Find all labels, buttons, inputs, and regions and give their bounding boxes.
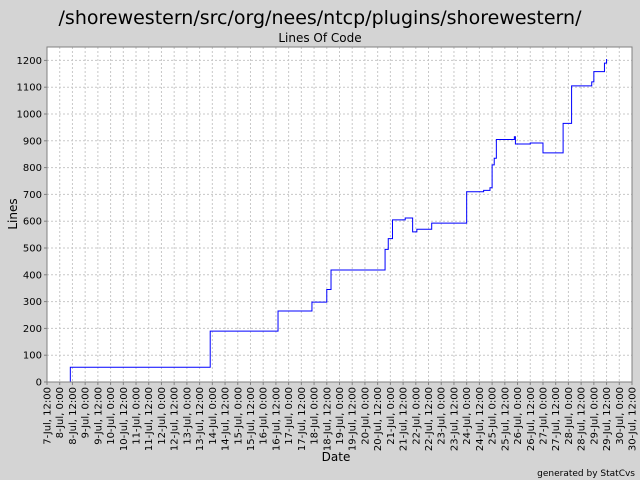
x-tick-label: 20-Jul, 12:00 (373, 387, 384, 451)
x-tick-label: 18-Jul, 0:00 (310, 387, 321, 445)
x-tick-label: 10-Jul, 12:00 (119, 387, 130, 451)
y-tick-label: 900 (23, 136, 42, 147)
x-tick-label: 26-Jul, 12:00 (526, 387, 537, 451)
series-line (69, 59, 608, 382)
y-tick-label: 700 (23, 190, 42, 201)
x-tick-label: 17-Jul, 12:00 (297, 387, 308, 451)
x-tick-label: 14-Jul, 12:00 (221, 387, 232, 451)
y-tick-label: 0 (36, 378, 42, 389)
x-tick-label: 29-Jul, 0:00 (589, 387, 600, 445)
x-tick-label: 30-Jul, 0:00 (615, 387, 626, 445)
x-tick-label: 20-Jul, 0:00 (360, 387, 371, 445)
x-tick-label: 24-Jul, 0:00 (462, 387, 473, 445)
y-tick-label: 100 (23, 351, 42, 362)
x-tick-label: 22-Jul, 12:00 (424, 387, 435, 451)
y-tick-label: 600 (23, 217, 42, 228)
x-tick-label: 26-Jul, 0:00 (513, 387, 524, 445)
x-tick-label: 28-Jul, 12:00 (577, 387, 588, 451)
chart-subtitle: Lines Of Code (278, 31, 361, 45)
y-tick-label: 1100 (17, 83, 42, 94)
x-tick-label: 21-Jul, 12:00 (399, 387, 410, 451)
y-tick-label: 800 (23, 163, 42, 174)
x-tick-label: 23-Jul, 0:00 (437, 387, 448, 445)
x-tick-label: 30-Jul, 12:00 (628, 387, 639, 451)
x-tick-label: 27-Jul, 12:00 (551, 387, 562, 451)
x-tick-label: 23-Jul, 12:00 (449, 387, 460, 451)
x-axis-label: Date (322, 450, 351, 464)
y-axis-ticks: 0 100 200 300 400 500 600 700 800 900 1000 1100 1200 (17, 56, 47, 389)
x-tick-label: 21-Jul, 0:00 (386, 387, 397, 445)
x-tick-label: 10-Jul, 0:00 (106, 387, 117, 445)
x-tick-label: 29-Jul, 12:00 (602, 387, 613, 451)
x-tick-label: 7-Jul, 12:00 (43, 387, 54, 445)
x-tick-label: 15-Jul, 0:00 (233, 387, 244, 445)
plot-border (46, 46, 633, 383)
y-tick-label: 200 (23, 324, 42, 335)
x-tick-label: 19-Jul, 0:00 (335, 387, 346, 445)
plot-area (47, 47, 632, 382)
x-tick-label: 16-Jul, 12:00 (271, 387, 282, 451)
x-tick-label: 17-Jul, 0:00 (284, 387, 295, 445)
y-tick-label: 1000 (17, 110, 42, 121)
x-tick-label: 16-Jul, 0:00 (259, 387, 270, 445)
x-tick-label: 11-Jul, 12:00 (144, 387, 155, 451)
x-tick-label: 27-Jul, 0:00 (538, 387, 549, 445)
x-tick-label: 11-Jul, 0:00 (132, 387, 143, 445)
x-tick-label: 9-Jul, 0:00 (81, 387, 92, 438)
x-tick-label: 25-Jul, 12:00 (500, 387, 511, 451)
x-tick-label: 15-Jul, 12:00 (246, 387, 257, 451)
x-tick-label: 22-Jul, 0:00 (411, 387, 422, 445)
y-tick-label: 1200 (17, 56, 42, 67)
x-tick-label: 12-Jul, 0:00 (157, 387, 168, 445)
y-axis-label: Lines (6, 198, 20, 229)
x-tick-label: 18-Jul, 12:00 (322, 387, 333, 451)
x-tick-label: 28-Jul, 0:00 (564, 387, 575, 445)
x-tick-label: 12-Jul, 12:00 (170, 387, 181, 451)
x-tick-label: 13-Jul, 12:00 (195, 387, 206, 451)
x-tick-label: 24-Jul, 12:00 (475, 387, 486, 451)
x-tick-label: 13-Jul, 0:00 (182, 387, 193, 445)
y-tick-label: 300 (23, 297, 42, 308)
x-tick-label: 25-Jul, 0:00 (488, 387, 499, 445)
y-tick-label: 500 (23, 244, 42, 255)
x-tick-label: 8-Jul, 0:00 (55, 387, 66, 438)
chart-title: /shorewestern/src/org/nees/ntcp/plugins/… (59, 7, 583, 29)
x-tick-label: 8-Jul, 12:00 (68, 387, 79, 445)
y-tick-label: 400 (23, 270, 42, 281)
x-tick-label: 14-Jul, 0:00 (208, 387, 219, 445)
generated-by-credit: generated by StatCvs (537, 469, 635, 479)
x-axis-ticks: 7-Jul, 12:00 8-Jul, 0:00 8-Jul, 12:00 9-Jul… (43, 382, 639, 451)
x-tick-label: 19-Jul, 12:00 (348, 387, 359, 451)
x-tick-label: 9-Jul, 12:00 (93, 387, 104, 445)
